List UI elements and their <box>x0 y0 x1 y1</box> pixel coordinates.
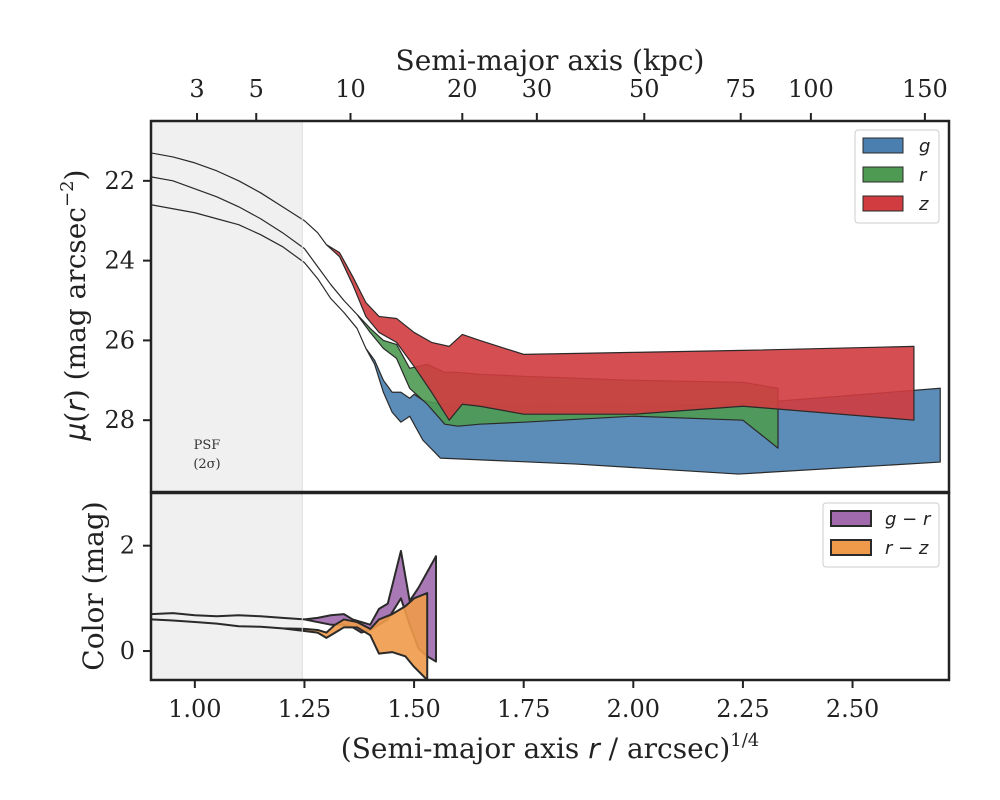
top-x-tick-label: 75 <box>725 75 756 103</box>
bottom-axis-title-suffix: / arcsec) <box>600 732 731 765</box>
series-area-g-r <box>151 549 437 663</box>
top-y-axis-title-mu: μ <box>59 423 92 442</box>
legend-label: z <box>918 194 929 215</box>
x-tick-label: 1.00 <box>168 695 221 723</box>
legend-swatch <box>830 510 872 527</box>
y-tick-label: 24 <box>104 247 135 275</box>
legend-label: r − z <box>885 538 929 559</box>
legend-label: r <box>919 165 928 186</box>
top-x-tick-label: 50 <box>629 75 660 103</box>
x-tick-label: 2.25 <box>716 695 769 723</box>
psf-label-line2: (2σ) <box>193 457 220 472</box>
top-x-tick-label: 30 <box>522 75 553 103</box>
psf-label-line1: PSF <box>194 438 221 453</box>
psf-shade-top <box>151 121 303 492</box>
bottom-axis-title-prefix: (Semi-major axis <box>341 732 588 765</box>
top-x-tick-label: 3 <box>189 75 204 103</box>
x-tick-label: 1.75 <box>497 695 550 723</box>
x-tick-label: 1.50 <box>387 695 440 723</box>
series-area-z <box>151 152 915 421</box>
bottom-axis-title-var: r <box>588 732 601 765</box>
legend-swatch <box>830 539 872 556</box>
legend-top: grz <box>854 129 940 224</box>
legend-swatch <box>862 166 904 183</box>
y-tick-label: 2 <box>120 532 135 560</box>
top-y-axis-title-exp: −2 <box>57 180 78 207</box>
top-x-tick-label: 150 <box>902 75 948 103</box>
y-tick-label: 0 <box>120 637 135 665</box>
series-area-r-z <box>151 592 429 680</box>
top-axis-title: Semi-major axis (kpc) <box>396 44 705 77</box>
top-x-tick-label: 20 <box>447 75 478 103</box>
bottom-axis-title: (Semi-major axis r / arcsec)1/4 <box>341 730 759 765</box>
legend-bottom: g − r r − z <box>822 502 940 568</box>
y-tick-label: 22 <box>104 167 135 195</box>
x-tick-label: 2.50 <box>826 695 879 723</box>
top-panel: PSF (2σ) 22 24 26 28 3 5 10 20 30 50 75 100 150 grz <box>104 75 948 492</box>
top-y-axis-title-close: ) <box>59 170 92 181</box>
y-tick-label: 26 <box>104 326 135 354</box>
top-x-tick-label: 10 <box>335 75 366 103</box>
bottom-panel: 0 2 1.00 1.25 1.50 1.75 2.00 2.25 2.50 g − r r −… <box>120 493 940 723</box>
bottom-y-axis-title: Color (mag) <box>77 501 110 670</box>
legend-label: g <box>919 136 930 157</box>
y-tick-label: 28 <box>104 406 135 434</box>
top-x-tick-label: 100 <box>788 75 834 103</box>
psf-shade-bottom <box>151 493 303 680</box>
bottom-panel-frame <box>149 491 951 682</box>
legend-label: g − r <box>885 509 932 530</box>
bottom-axis-title-exp: 1/4 <box>730 730 759 751</box>
x-tick-label: 2.00 <box>607 695 660 723</box>
top-y-axis-title-open: ( <box>59 412 92 423</box>
top-y-axis-title-rest: ) (mag arcsec <box>59 207 92 400</box>
top-y-axis-title-r: r <box>59 399 92 412</box>
x-tick-label: 1.25 <box>278 695 331 723</box>
legend-swatch <box>862 137 904 154</box>
top-x-tick-label: 5 <box>249 75 264 103</box>
top-y-axis-title: μ(r) (mag arcsec−2) <box>57 170 92 442</box>
legend-swatch <box>862 195 904 212</box>
